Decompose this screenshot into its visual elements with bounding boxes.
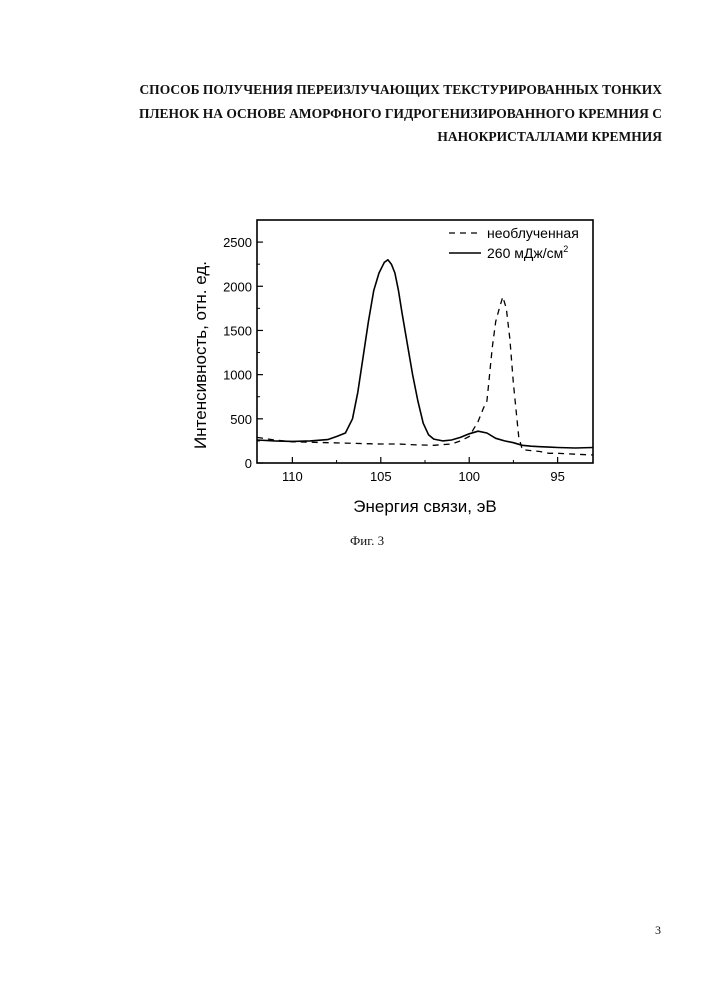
y-axis-label: Интенсивность, отн. ед. xyxy=(191,261,210,449)
x-tick-label: 105 xyxy=(370,469,392,484)
x-tick-label: 95 xyxy=(550,469,564,484)
x-tick-label: 110 xyxy=(282,469,303,484)
y-tick-label: 1500 xyxy=(223,323,252,338)
y-tick-label: 1000 xyxy=(223,368,252,383)
y-tick-label: 2000 xyxy=(223,279,252,294)
legend-label-irradiated-sup: 2 xyxy=(563,244,568,254)
figure-caption: Фиг. 3 xyxy=(350,533,384,549)
x-axis-label: Энергия связи, эВ xyxy=(353,497,496,516)
legend: необлученная 260 мДж/см2 xyxy=(449,225,579,261)
page-number: 3 xyxy=(655,923,661,938)
y-tick-label: 2500 xyxy=(223,235,252,250)
x-tick-label: 100 xyxy=(458,469,480,484)
binding-energy-chart: 110 105 100 95 0 500 1000 1500 2000 2500 Энергия … xyxy=(0,0,707,560)
y-tick-label: 0 xyxy=(245,456,252,471)
series-line-unirradiated xyxy=(257,297,593,455)
legend-label-unirradiated: необлученная xyxy=(487,225,579,241)
legend-label-irradiated-main: 260 мДж/см xyxy=(487,245,563,261)
legend-label-irradiated: 260 мДж/см2 xyxy=(487,244,568,261)
plot-layer xyxy=(257,260,593,455)
series-line-irradiated xyxy=(257,260,593,448)
y-tick-label: 500 xyxy=(230,412,252,427)
